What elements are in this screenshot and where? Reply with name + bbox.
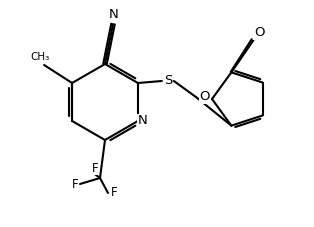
Text: F: F [92,161,98,175]
Text: O: O [200,91,210,104]
Text: O: O [254,26,265,39]
Text: F: F [72,178,78,190]
Text: S: S [164,74,172,87]
Text: N: N [109,8,119,22]
Text: F: F [111,187,117,200]
Text: N: N [138,114,148,128]
Text: CH₃: CH₃ [30,52,50,62]
